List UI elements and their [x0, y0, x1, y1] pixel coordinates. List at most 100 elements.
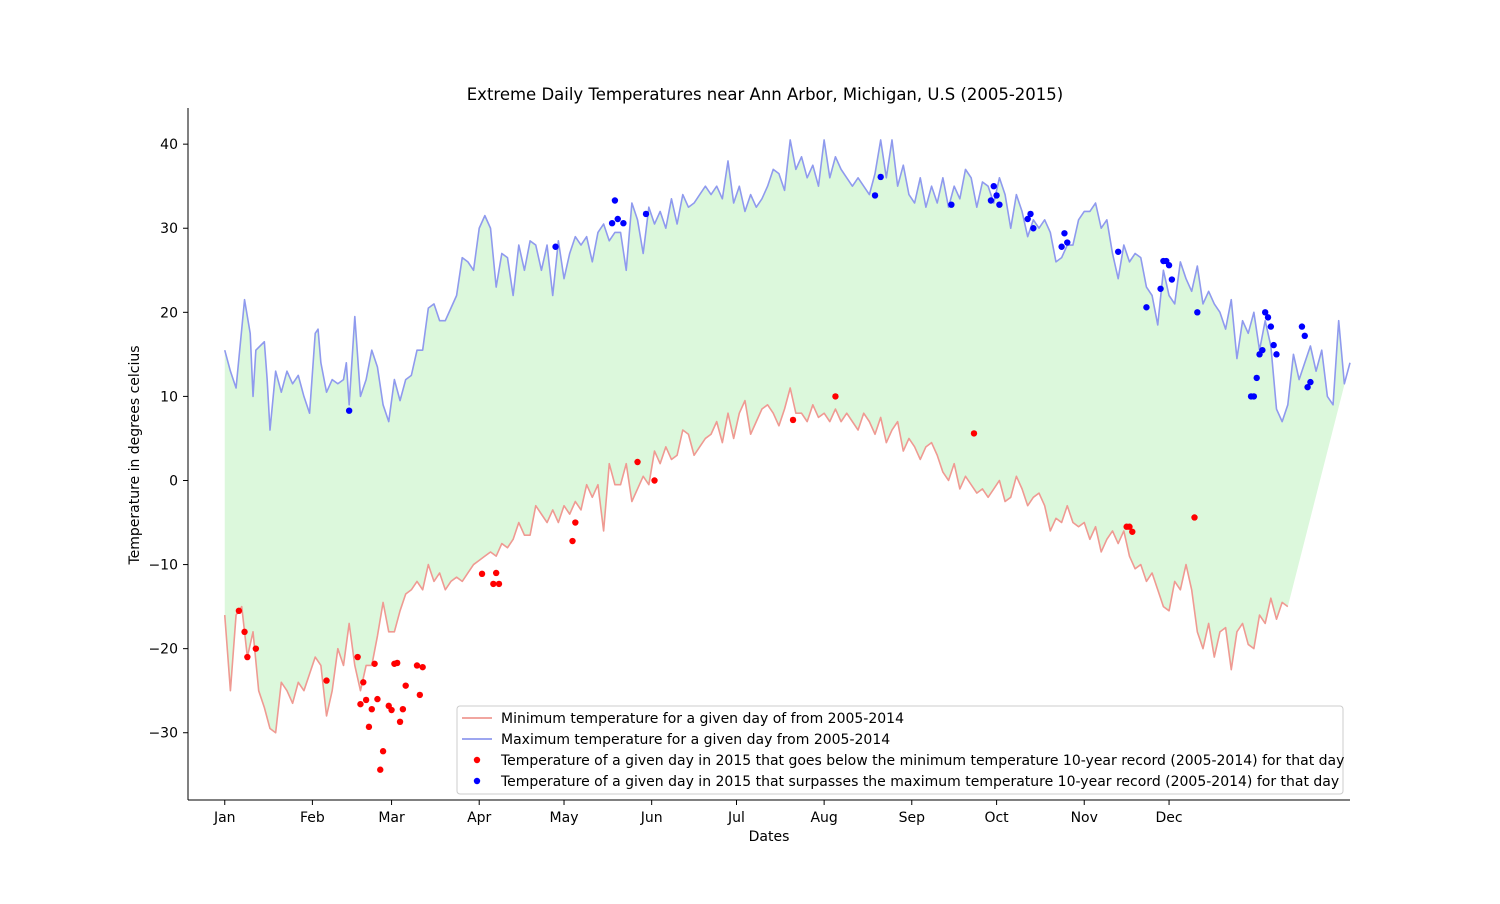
record-low-point [572, 519, 579, 526]
record-high-point [611, 197, 619, 204]
y-axis-label: Temperature in degrees celcius [127, 345, 143, 565]
record-low-point [379, 748, 387, 755]
record-high-point [987, 197, 995, 204]
record-low-point [371, 660, 378, 667]
x-tick-label: Jan [213, 810, 236, 826]
record-high-point [1253, 374, 1260, 382]
y-tick-label: −30 [148, 726, 178, 742]
max-temperature-line [223, 139, 1351, 431]
min-temperature-line [223, 387, 1289, 734]
x-tick-label: Feb [300, 810, 325, 826]
record-low-point [970, 430, 978, 437]
series-points [235, 173, 1314, 773]
record-high-point [1114, 248, 1122, 255]
series-lines [223, 139, 1351, 734]
record-low-point [368, 705, 375, 713]
record-low-point [360, 679, 367, 686]
x-tick-label: Dec [1156, 810, 1183, 826]
record-high-point [345, 407, 353, 414]
record-high-point [1165, 262, 1173, 269]
record-high-point [996, 201, 1003, 208]
chart-title: Extreme Daily Temperatures near Ann Arbo… [467, 85, 1063, 104]
record-low-point [492, 569, 500, 577]
record-high-point [1157, 285, 1164, 292]
legend-entry-label: Temperature of a given day in 2015 that … [500, 753, 1344, 769]
record-low-point [413, 662, 421, 669]
record-high-point [1024, 215, 1031, 223]
x-tick-label: May [550, 810, 579, 826]
record-high-point [877, 173, 884, 181]
record-high-point [990, 183, 997, 190]
record-high-point [642, 210, 650, 218]
record-high-point [1027, 210, 1034, 218]
legend-entry-label: Minimum temperature for a given day of f… [501, 711, 904, 727]
record-low-point [396, 718, 404, 725]
legend-box [456, 705, 1344, 795]
record-low-point [388, 706, 395, 714]
y-tick-label: −10 [148, 558, 178, 574]
record-high-point [552, 243, 559, 250]
legend: Minimum temperature for a given day of f… [456, 705, 1344, 795]
record-high-point [1143, 304, 1150, 311]
axes: −30 −20 −10 0 10 20 30 40 Jan Feb Mar Apr May Jun Jul A… [148, 108, 1350, 826]
y-tick-label: 0 [169, 473, 178, 489]
y-tick-label: 10 [160, 389, 178, 405]
record-high-point [1064, 239, 1071, 246]
record-high-point [1264, 314, 1272, 321]
x-tick-label: Aug [810, 810, 837, 826]
record-high-point [1261, 309, 1269, 316]
x-tick-label: Jul [727, 810, 745, 826]
record-low-point [490, 580, 497, 588]
y-tick-label: 20 [160, 305, 178, 321]
y-tick-label: 30 [160, 221, 178, 237]
record-high-point [871, 192, 879, 199]
record-low-point [357, 700, 364, 708]
record-low-point [495, 580, 503, 588]
record-low-point [374, 695, 381, 703]
record-low-point [478, 570, 486, 578]
record-low-point [419, 663, 426, 671]
record-low-point [323, 677, 330, 684]
record-low-point [362, 696, 370, 704]
legend-record-low-swatch [473, 756, 481, 764]
record-high-point [948, 201, 955, 208]
record-high-point [1194, 309, 1201, 316]
record-high-point [1307, 378, 1314, 386]
y-tick-label: 40 [160, 137, 178, 153]
record-high-point [608, 219, 616, 227]
record-high-point [1304, 383, 1311, 391]
x-tick-label: Sep [899, 810, 926, 826]
record-low-point [1129, 528, 1136, 535]
record-low-point [241, 628, 248, 636]
record-low-point [377, 766, 384, 773]
record-low-point [252, 645, 260, 652]
record-high-point [614, 215, 621, 223]
record-high-point [1270, 341, 1277, 349]
record-low-point [416, 691, 424, 699]
record-low-point [365, 723, 373, 731]
y-tick-label: −20 [148, 642, 178, 658]
record-high-point [1061, 230, 1068, 237]
x-tick-label: Mar [378, 810, 405, 826]
record-high-point [1168, 276, 1176, 283]
record-low-point [399, 705, 407, 713]
record-high-point [1259, 346, 1266, 354]
record-low-point [244, 653, 251, 661]
record-low-point [789, 416, 797, 424]
record-low-point [634, 458, 641, 466]
record-low-point [402, 682, 409, 689]
record-high-point [1030, 225, 1037, 232]
legend-record-high-swatch [473, 777, 481, 785]
x-tick-label: Apr [467, 810, 491, 826]
x-tick-label: Nov [1071, 810, 1098, 826]
x-tick-label: Oct [984, 810, 1009, 826]
record-high-point [1250, 393, 1258, 400]
record-low-point [1126, 523, 1133, 530]
x-axis-label: Dates [749, 829, 790, 845]
record-low-point [832, 393, 839, 400]
record-low-point [354, 653, 361, 661]
x-tick-label: Jun [640, 810, 663, 826]
record-high-point [1273, 351, 1280, 358]
